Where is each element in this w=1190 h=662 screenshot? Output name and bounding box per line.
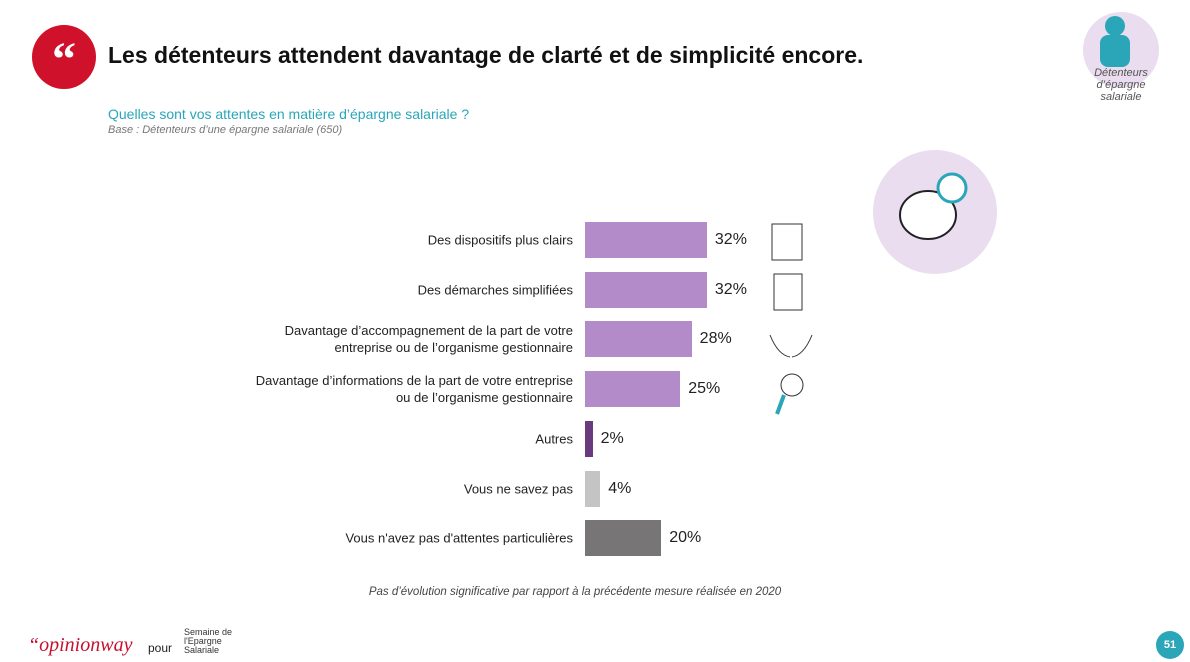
hands-icon (769, 334, 813, 358)
title: Les détenteurs attendent davantage de cl… (108, 42, 864, 68)
person-head (1105, 16, 1125, 36)
question: Quelles sont vos attentes en matière d’é… (108, 106, 470, 122)
quote-icon (32, 25, 96, 89)
bar (585, 271, 707, 308)
partner: Semaine de l'Epargne Salariale (184, 627, 233, 655)
value-label: 2% (600, 429, 624, 447)
coin (936, 172, 968, 204)
category-label: Autres (535, 431, 573, 447)
category-label: Des dispositifs plus clairs (427, 232, 573, 248)
bar (585, 520, 662, 557)
page-number: 51 (1156, 631, 1184, 659)
category-label: Des démarches simplifiées (417, 282, 573, 298)
bar (585, 222, 707, 258)
doc-icon (771, 223, 803, 261)
bar (585, 321, 692, 358)
loupe-icon (780, 373, 804, 397)
value-label: 32% (714, 231, 747, 248)
category-label: Davantage d’accompagnement de la part de… (284, 323, 573, 356)
category-label: Davantage d’informations de la part de v… (255, 373, 573, 406)
connector: pour (148, 641, 173, 655)
category-label: Vous ne savez pas (463, 481, 573, 496)
value-label: 4% (608, 479, 632, 497)
badge-label: Détenteurs d’épargne salariale (1094, 67, 1148, 103)
value-label: 32% (714, 280, 747, 298)
bar (585, 470, 601, 507)
bar (585, 371, 681, 408)
person-icon (1100, 35, 1130, 67)
bar (585, 420, 593, 457)
value-label: 25% (688, 380, 721, 398)
loupe-handle (775, 394, 786, 415)
note: Pas d’évolution significative par rappor… (368, 586, 782, 598)
gear-doc-icon (773, 273, 803, 311)
value-label: 28% (699, 330, 732, 348)
brand: “opinionway (28, 634, 133, 656)
quote-glyph: “ (52, 33, 76, 86)
piggy (899, 190, 957, 240)
category-label: Vous n'avez pas d'attentes particulières (345, 530, 573, 546)
value-label: 20% (669, 529, 702, 547)
base: Base : Détenteurs d’une épargne salarial… (108, 124, 343, 136)
